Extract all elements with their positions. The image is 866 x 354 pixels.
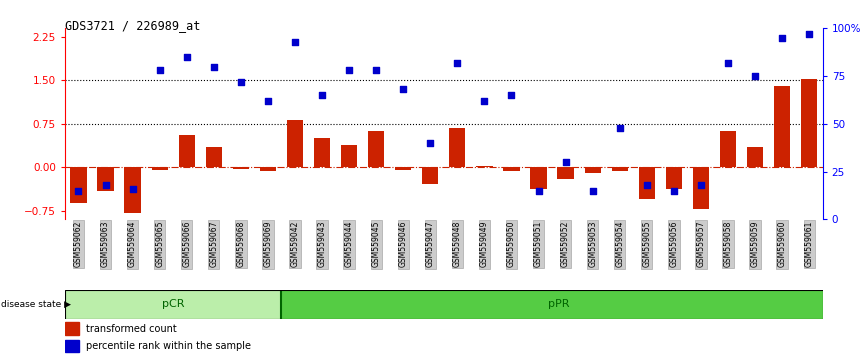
Text: GSM559065: GSM559065 (155, 221, 165, 267)
Text: GSM559063: GSM559063 (101, 221, 110, 267)
Text: GSM559050: GSM559050 (507, 221, 516, 267)
Bar (281, 290, 837, 319)
Point (72, 188, 86, 194)
Text: GDS3721 / 226989_at: GDS3721 / 226989_at (65, 19, 200, 33)
Bar (422, 167, 438, 184)
Point (207, 64, 221, 69)
Text: GSM559064: GSM559064 (128, 221, 137, 267)
Text: GSM559055: GSM559055 (643, 221, 651, 267)
Point (748, 73, 762, 79)
Bar (530, 167, 546, 189)
Text: GSM559042: GSM559042 (290, 221, 300, 267)
Point (585, 188, 599, 194)
Bar (233, 167, 249, 169)
Bar (774, 86, 790, 167)
Bar (638, 167, 655, 199)
Text: GSM559044: GSM559044 (345, 221, 353, 267)
Bar (585, 167, 601, 173)
Bar (65, 322, 79, 335)
Bar (97, 167, 113, 190)
Bar (720, 131, 736, 167)
Text: GSM559049: GSM559049 (480, 221, 489, 267)
Bar (558, 167, 573, 179)
Text: GSM559047: GSM559047 (426, 221, 435, 267)
Point (99, 182, 113, 188)
Bar (449, 128, 465, 167)
Text: GSM559062: GSM559062 (74, 221, 83, 267)
Text: GSM559058: GSM559058 (723, 221, 733, 267)
Point (261, 98, 275, 104)
Point (559, 159, 572, 165)
Bar (152, 167, 168, 170)
Text: GSM559069: GSM559069 (263, 221, 273, 267)
Bar (746, 147, 763, 167)
Bar (125, 167, 140, 212)
Point (315, 92, 329, 98)
Text: GSM559054: GSM559054 (615, 221, 624, 267)
Bar (395, 167, 411, 170)
Text: GSM559067: GSM559067 (210, 221, 218, 267)
Point (802, 31, 816, 37)
Bar (801, 79, 818, 167)
Text: GSM559051: GSM559051 (534, 221, 543, 267)
Text: GSM559056: GSM559056 (669, 221, 678, 267)
Bar (260, 167, 276, 171)
Point (152, 68, 166, 73)
Point (477, 98, 491, 104)
Text: GSM559045: GSM559045 (372, 221, 381, 267)
Bar (368, 131, 385, 167)
Bar (611, 167, 628, 171)
Point (180, 54, 194, 60)
Text: GSM559043: GSM559043 (318, 221, 326, 267)
Text: GSM559048: GSM559048 (453, 221, 462, 267)
Point (721, 60, 735, 65)
Text: transformed count: transformed count (87, 324, 177, 333)
Bar (666, 167, 682, 189)
Point (397, 87, 410, 92)
Point (423, 140, 437, 146)
Bar (65, 340, 79, 352)
Bar (70, 167, 87, 203)
Text: GSM559052: GSM559052 (561, 221, 570, 267)
Text: percentile rank within the sample: percentile rank within the sample (87, 341, 251, 351)
Point (667, 188, 681, 194)
Point (342, 68, 356, 73)
Point (640, 182, 654, 188)
Bar (313, 138, 330, 167)
Point (532, 188, 546, 194)
Bar (693, 167, 709, 209)
Point (505, 92, 519, 98)
Bar (178, 136, 195, 167)
Bar (287, 120, 303, 167)
Text: GSM559057: GSM559057 (696, 221, 706, 267)
Text: pPR: pPR (548, 299, 570, 309)
Point (288, 39, 302, 45)
Point (775, 35, 789, 41)
Text: GSM559060: GSM559060 (778, 221, 786, 267)
Text: pCR: pCR (162, 299, 184, 309)
Text: GSM559061: GSM559061 (805, 221, 814, 267)
Point (234, 79, 248, 85)
Bar (341, 145, 357, 167)
Point (613, 125, 627, 131)
Text: GSM559066: GSM559066 (182, 221, 191, 267)
Point (126, 186, 139, 192)
Bar (476, 166, 493, 167)
Text: GSM559068: GSM559068 (236, 221, 245, 267)
Text: disease state ▶: disease state ▶ (1, 300, 71, 309)
Text: GSM559059: GSM559059 (751, 221, 759, 267)
Text: GSM559053: GSM559053 (588, 221, 598, 267)
Point (450, 60, 464, 65)
Bar (503, 167, 520, 171)
Point (694, 182, 708, 188)
Point (369, 68, 383, 73)
Bar (65, 290, 281, 319)
Text: GSM559046: GSM559046 (398, 221, 408, 267)
Bar (205, 147, 222, 167)
